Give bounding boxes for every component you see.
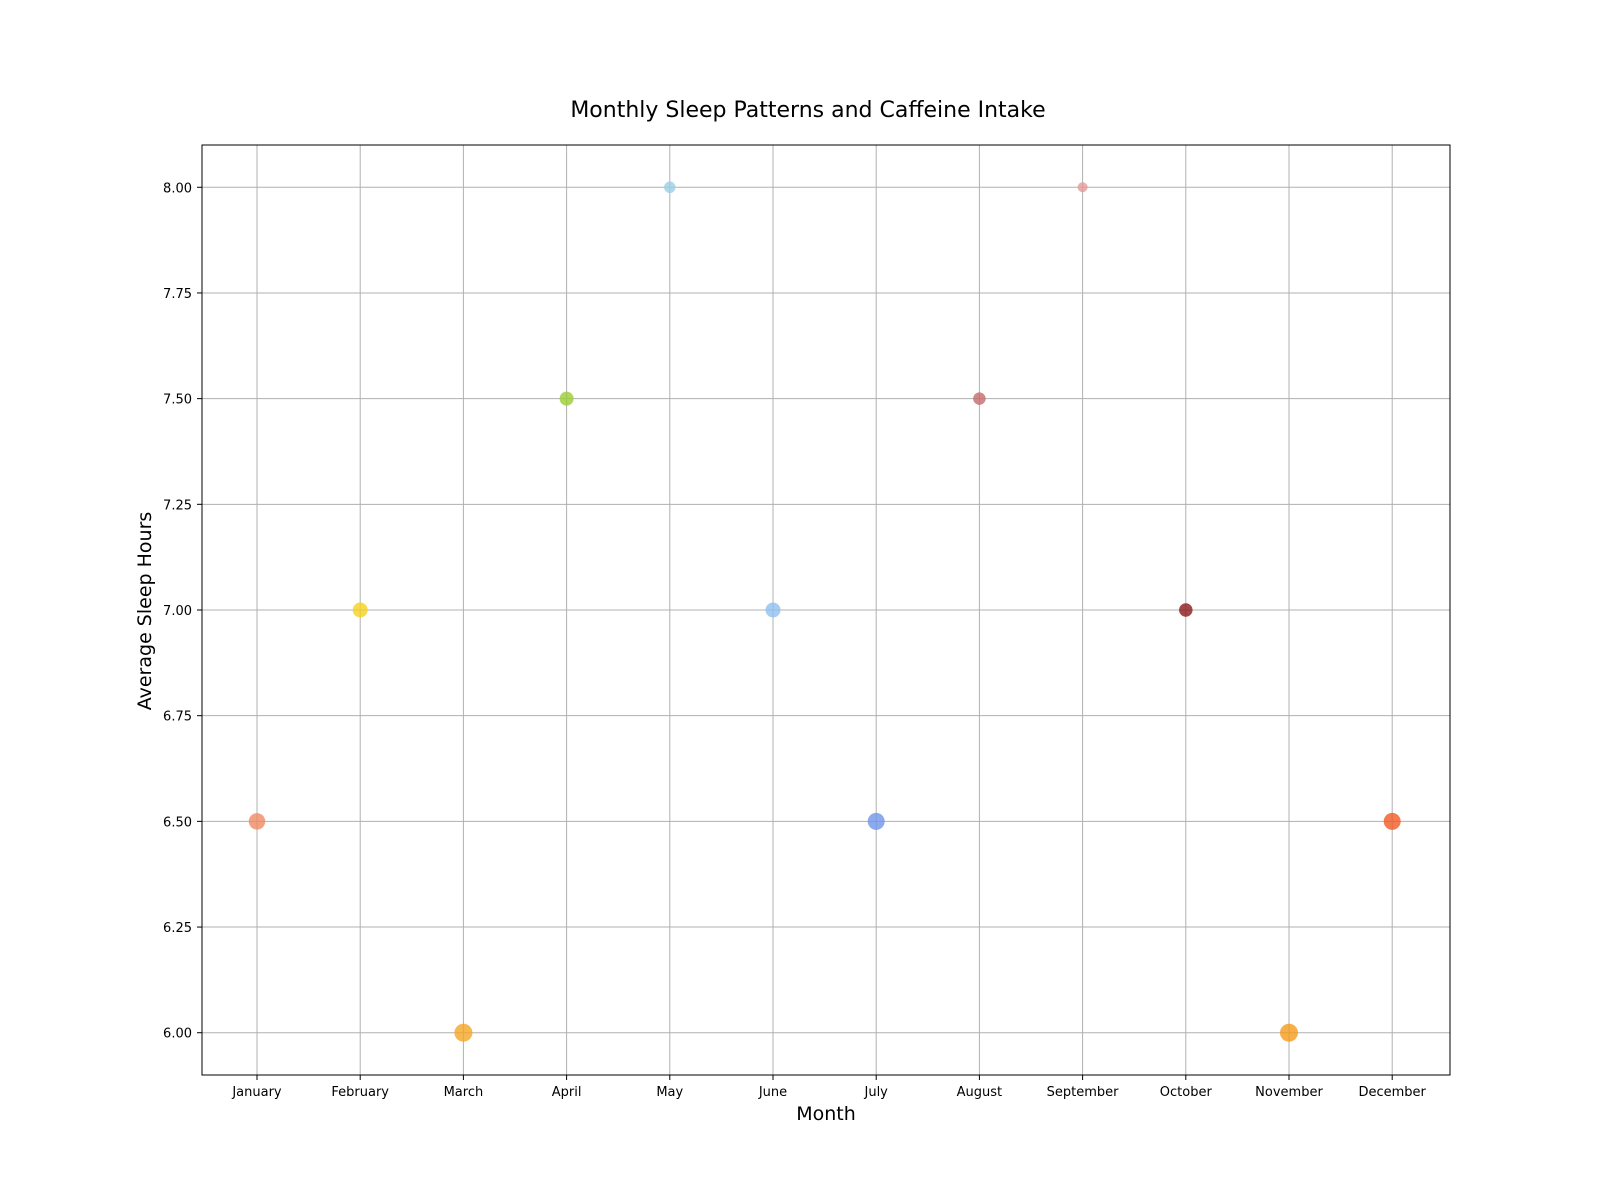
y-tick-label: 7.00 [163,604,192,619]
data-point [454,1023,473,1042]
data-point [559,391,574,406]
y-tick-label: 8.00 [163,181,192,196]
x-tick-label: March [444,1085,484,1100]
data-point [973,392,986,405]
x-axis-ticks: January February March April May June July Augu… [231,1075,1427,1100]
y-tick-label: 7.75 [163,287,192,302]
y-axis-title: Average Sleep Hours [134,512,156,711]
x-tick-label: July [864,1085,889,1100]
y-axis-ticks: 6.00 6.25 6.50 6.75 7.00 7.25 7.50 7.75 8.00 [163,181,202,1042]
data-points [248,181,1401,1042]
data-point [664,181,676,194]
data-point [1383,812,1401,830]
x-tick-label: February [331,1085,389,1100]
y-tick-label: 6.75 [163,710,192,725]
y-tick-label: 7.25 [163,498,192,513]
y-tick-label: 7.50 [163,393,192,408]
data-point [867,812,885,830]
x-axis-title: Month [796,1103,856,1125]
x-tick-label: August [957,1085,1003,1100]
x-tick-label: April [552,1085,582,1100]
data-point [1179,603,1193,617]
data-point [1077,182,1088,193]
x-tick-label: September [1047,1085,1120,1100]
y-tick-label: 6.50 [163,815,192,830]
data-point [248,813,266,830]
x-tick-label: January [231,1085,282,1100]
x-tick-label: October [1160,1085,1213,1100]
data-point [352,602,368,618]
grid [202,145,1450,1075]
x-tick-label: November [1255,1085,1323,1100]
y-tick-label: 6.00 [163,1027,192,1042]
chart-title: Monthly Sleep Patterns and Caffeine Inta… [570,98,1045,123]
x-tick-label: December [1358,1085,1426,1100]
data-point [765,602,781,618]
x-tick-label: June [758,1085,787,1100]
x-tick-label: May [656,1085,683,1100]
data-point [1280,1023,1298,1042]
y-tick-label: 6.25 [163,921,192,936]
